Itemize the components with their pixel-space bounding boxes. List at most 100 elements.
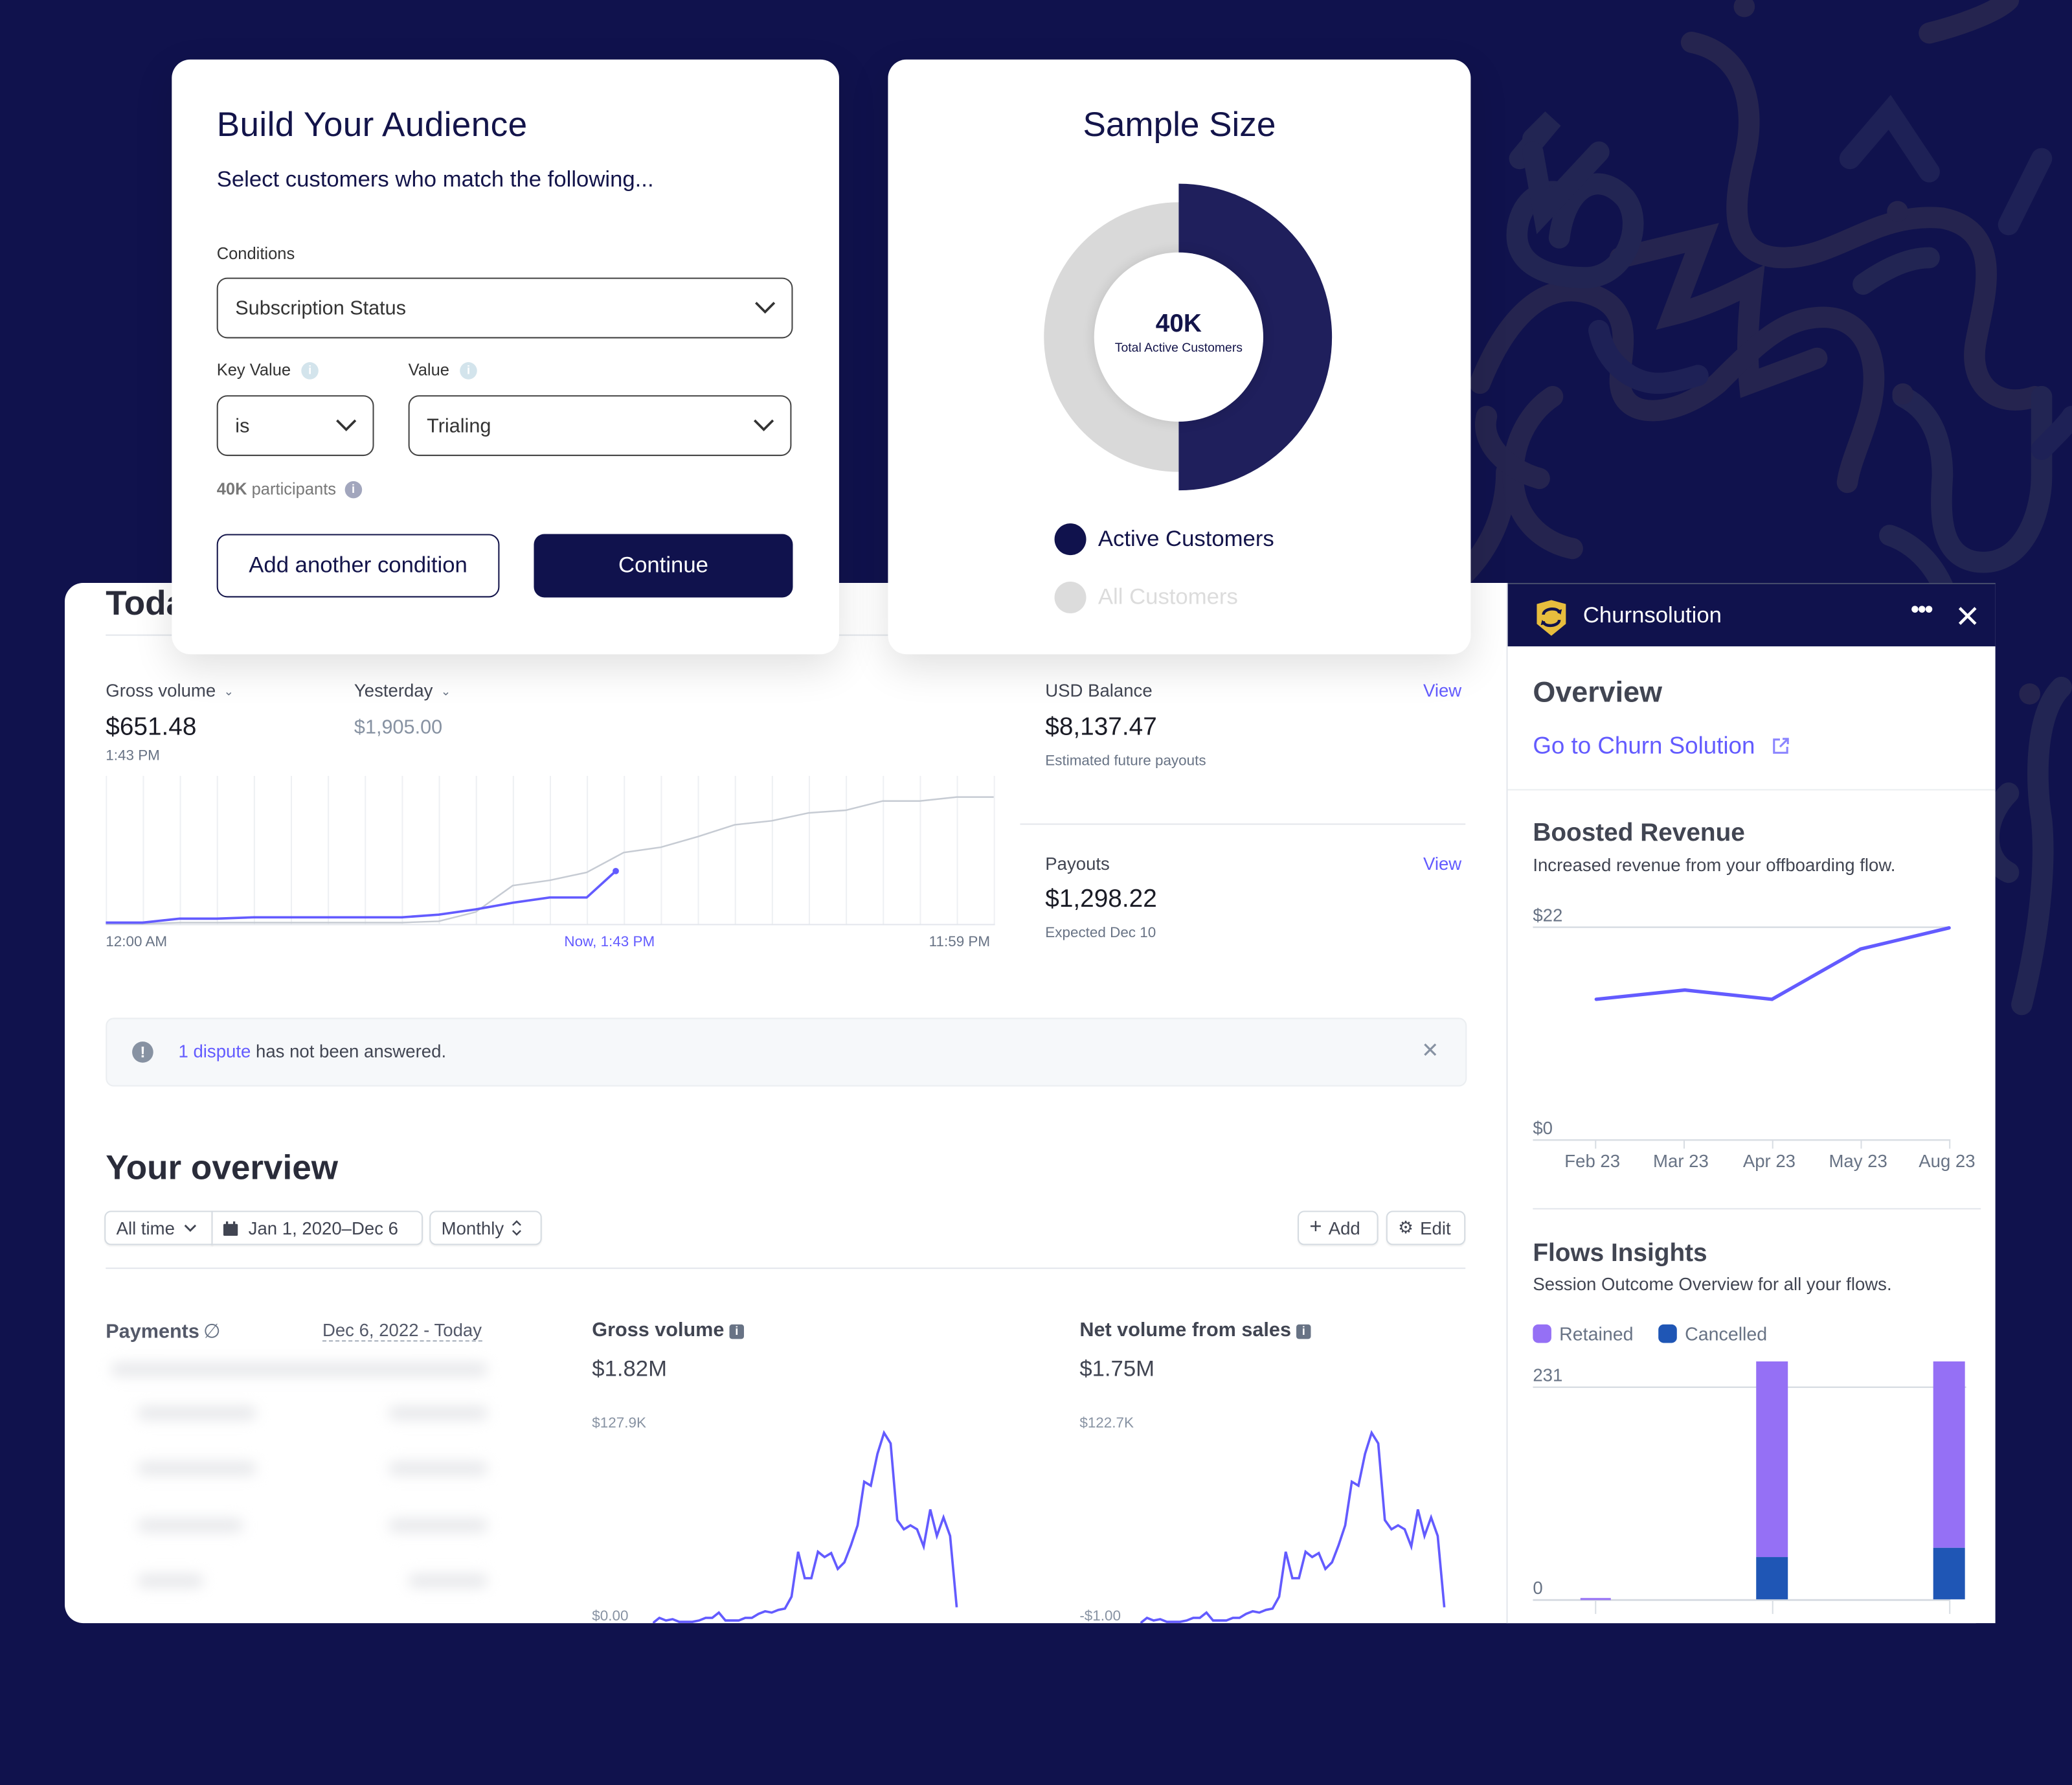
continue-button[interactable]: Continue: [534, 534, 793, 598]
sample-size-card: Sample Size 40K Total Active Customers A…: [888, 59, 1471, 655]
donut-center-label: Total Active Customers: [1114, 341, 1243, 356]
conditions-select[interactable]: Subscription Status: [216, 277, 793, 339]
build-audience-card: Build Your Audience Select customers who…: [172, 59, 839, 655]
time-range-label: All time: [116, 1218, 175, 1238]
external-link-icon: [1773, 738, 1789, 754]
go-to-churn-solution-link[interactable]: Go to Churn Solution: [1533, 733, 1789, 760]
usd-balance-value: $8,137.47: [1045, 714, 1157, 742]
payments-date-range[interactable]: Dec 6, 2022 - Today: [322, 1321, 482, 1342]
dispute-alert-banner: ! 1 dispute has not been answered. ✕: [106, 1018, 1467, 1087]
usd-balance-label: USD Balance: [1045, 681, 1153, 701]
participants-number: 40K: [216, 479, 247, 499]
plus-icon: +: [1309, 1216, 1322, 1239]
go-link-text: Go to Churn Solution: [1533, 732, 1755, 759]
interval-select[interactable]: Monthly: [429, 1211, 542, 1245]
divider: [1020, 823, 1466, 825]
add-button[interactable]: + Add: [1298, 1211, 1379, 1245]
boosted-y-top: $22: [1533, 905, 1563, 926]
info-icon[interactable]: i: [729, 1324, 745, 1339]
audience-title: Build Your Audience: [216, 104, 528, 144]
chevron-down-icon: [753, 419, 774, 431]
boosted-revenue-subtitle: Increased revenue from your offboarding …: [1533, 855, 1896, 876]
participants-count: 40K participants i: [217, 480, 362, 499]
info-icon[interactable]: i: [1296, 1324, 1311, 1339]
conditions-label: Conditions: [216, 244, 295, 264]
x-axis-end: 11:59 PM: [929, 934, 991, 951]
flows-insights-title: Flows Insights: [1533, 1240, 1707, 1269]
payouts-value: $1,298.22: [1045, 885, 1157, 914]
calendar-icon: [223, 1220, 238, 1236]
edit-button[interactable]: ⚙ Edit: [1386, 1211, 1466, 1245]
gross-volume-label: Gross volume: [592, 1319, 725, 1342]
chevron-down-icon: [185, 1224, 197, 1233]
legend-active-customers[interactable]: Active Customers: [1054, 523, 1274, 556]
time-range-select[interactable]: All time: [104, 1211, 213, 1245]
gross-volume-dropdown[interactable]: Gross volume ⌄: [106, 681, 234, 701]
payments-heading: Payments ∅: [106, 1319, 220, 1343]
usd-balance-note: Estimated future payouts: [1045, 753, 1206, 769]
boosted-revenue-title: Boosted Revenue: [1533, 819, 1745, 848]
date-range-picker[interactable]: Jan 1, 2020–Dec 6: [211, 1211, 423, 1245]
usd-balance-view-link[interactable]: View: [1423, 681, 1462, 701]
yesterday-label: Yesterday: [354, 681, 433, 701]
cancelled-label: Cancelled: [1685, 1323, 1768, 1345]
active-customers-dot-icon: [1054, 523, 1087, 556]
boosted-x-label: Feb 23: [1564, 1151, 1621, 1172]
active-customers-label: Active Customers: [1098, 526, 1274, 552]
yesterday-value: $1,905.00: [354, 716, 443, 739]
legend-all-customers[interactable]: All Customers: [1054, 581, 1238, 613]
payouts-view-link[interactable]: View: [1423, 854, 1462, 874]
divider: [1533, 1208, 1981, 1210]
chevron-down-icon: ⌄: [440, 685, 451, 698]
audience-subtitle: Select customers who match the following…: [216, 166, 654, 192]
hidden-eye-icon: ∅: [203, 1320, 221, 1343]
chevron-down-icon: [755, 302, 776, 314]
key-value-label-text: Key Value: [216, 361, 291, 380]
payouts-label: Payouts: [1045, 854, 1110, 874]
gross-volume-label: Gross volume: [106, 681, 216, 701]
comparison-dropdown[interactable]: Yesterday ⌄: [354, 681, 451, 701]
boosted-y-bottom: $0: [1533, 1118, 1553, 1139]
overview-heading: Your overview: [106, 1147, 339, 1187]
retained-label: Retained: [1559, 1323, 1634, 1345]
gross-y-max: $127.9K: [592, 1415, 646, 1432]
date-range-label: Jan 1, 2020–Dec 6: [248, 1218, 398, 1238]
net-y-max: $122.7K: [1079, 1415, 1134, 1432]
payments-label: Payments: [106, 1320, 199, 1343]
all-customers-dot-icon: [1054, 581, 1087, 613]
gross-volume-total: $1.82M: [592, 1356, 667, 1381]
close-alert-icon[interactable]: ✕: [1421, 1040, 1439, 1063]
chevron-down-icon: [336, 419, 357, 431]
close-icon[interactable]: [1957, 606, 1978, 627]
conditions-value: Subscription Status: [235, 297, 407, 319]
net-volume-heading: Net volume from sales i: [1079, 1319, 1311, 1341]
x-axis-start: 12:00 AM: [106, 934, 168, 951]
boosted-revenue-chart: [1533, 926, 1951, 1149]
flows-title-text: Flows Insights: [1533, 1240, 1707, 1268]
sample-size-donut-chart: [1044, 183, 1333, 491]
payouts-note: Expected Dec 10: [1045, 925, 1156, 942]
divider: [1507, 789, 1996, 791]
info-icon[interactable]: i: [460, 362, 477, 380]
churnsolution-header: Churnsolution •••: [1507, 582, 1996, 646]
key-value-value: is: [235, 414, 250, 437]
info-icon[interactable]: i: [344, 481, 362, 499]
edit-label: Edit: [1420, 1218, 1451, 1238]
alert-text: has not been answered.: [256, 1041, 447, 1062]
today-gross-volume-chart: [106, 775, 995, 926]
all-customers-label: All Customers: [1098, 584, 1238, 609]
sample-size-title: Sample Size: [1083, 104, 1276, 144]
boosted-x-label: Aug 23: [1919, 1151, 1976, 1172]
info-icon[interactable]: i: [301, 362, 319, 380]
value-select[interactable]: Trialing: [408, 395, 792, 457]
key-value-select[interactable]: is: [216, 395, 374, 457]
gross-volume-value: $651.48: [106, 714, 197, 742]
gross-y-min: $0.00: [592, 1608, 629, 1624]
net-volume-total: $1.75M: [1079, 1356, 1155, 1381]
dispute-link[interactable]: 1 dispute: [178, 1041, 251, 1062]
gear-icon: ⚙: [1398, 1217, 1413, 1238]
add-another-condition-button[interactable]: Add another condition: [216, 534, 500, 598]
app-name: Churnsolution: [1582, 602, 1722, 628]
more-options-icon[interactable]: •••: [1910, 596, 1933, 623]
boosted-x-label: Apr 23: [1742, 1151, 1796, 1172]
